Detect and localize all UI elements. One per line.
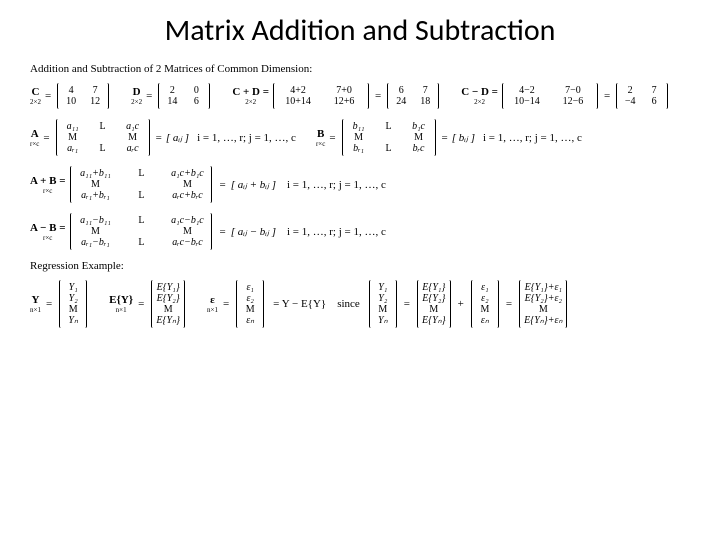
mat-Y: Y₁ Y₂ M Yₙ [59,280,87,328]
mat-AplusB: a₁₁+b₁₁La₁c+b₁c MM aᵣ₁+bᵣ₁Laᵣc+bᵣc [70,166,212,203]
mat-B: b₁₁Lb₁c MM bᵣ₁Lbᵣc [342,119,436,156]
mat-eps2: ε₁ ε₂ M εₙ [471,280,499,328]
lbl-CplusD: C + D = [232,86,269,98]
mat-CplusD: 67 2418 [387,83,439,109]
bij: [ bᵢⱼ ] [452,131,475,144]
eq-Y-minus-EY: = Y − E{Y} [273,298,326,310]
subhead-2: Regression Example: [30,260,690,272]
subhead-1: Addition and Subtraction of 2 Matrices o… [30,63,690,75]
lbl-C: C [32,86,40,98]
idx-AminusB: i = 1, …, r; j = 1, …, c [287,226,386,238]
idx-A: i = 1, …, r; j = 1, …, c [197,132,296,144]
idx-AplusB: i = 1, …, r; j = 1, …, c [287,179,386,191]
aij: [ aᵢⱼ ] [166,131,189,144]
mat-AminusB: a₁₁−b₁₁La₁c−b₁c MM aᵣ₁−bᵣ₁Laᵣc−bᵣc [70,213,212,250]
mat-EY2: E{Y₁} E{Y₂} M E{Yₙ} [417,280,451,328]
lbl-since: since [337,298,360,310]
mat-CminusD: 27 −46 [616,83,668,109]
mat-CplusD-work: 4+27+0 10+1412+6 [273,83,369,109]
AminusB-row: A − B =r×c a₁₁−b₁₁La₁c−b₁c MM aᵣ₁−bᵣ₁Laᵣ… [30,213,690,250]
aij-plus-bij: [ aᵢⱼ + bᵢⱼ ] [231,178,276,191]
regression-row: Yn×1 = Y₁ Y₂ M Yₙ E{Y}n×1 = E{Y₁} E{Y₂} … [30,280,690,328]
numeric-row: C2×2 = 47 1012 D2×2 = 20 146 C + D =2×2 … [30,83,690,109]
lbl-D: D [133,86,141,98]
mat-CminusD-work: 4−27−0 10−1412−6 [502,83,598,109]
lbl-Y: Y [32,294,40,306]
mat-EY: E{Y₁} E{Y₂} M E{Yₙ} [151,280,185,328]
mat-D: 20 146 [158,83,210,109]
mat-eps: ε₁ ε₂ M εₙ [236,280,264,328]
lbl-B: B [317,128,324,140]
generic-AB-row: Ar×c = a₁₁La₁c MM aᵣ₁Laᵣc = [ aᵢⱼ ] i = … [30,119,690,156]
aij-minus-bij: [ aᵢⱼ − bᵢⱼ ] [231,225,276,238]
mat-A: a₁₁La₁c MM aᵣ₁Laᵣc [56,119,150,156]
AplusB-row: A + B =r×c a₁₁+b₁₁La₁c+b₁c MM aᵣ₁+bᵣ₁Laᵣ… [30,166,690,203]
lbl-AplusB: A + B = [30,175,65,187]
mat-Y2: Y₁ Y₂ M Yₙ [369,280,397,328]
lbl-eps: ε [210,294,215,306]
lbl-A: A [31,128,39,140]
mat-EYpeps: E{Y₁}+ε₁ E{Y₂}+ε₂ M E{Yₙ}+εₙ [519,280,567,328]
slide-title: Matrix Addition and Subtraction [30,12,690,49]
mat-C: 47 1012 [57,83,109,109]
lbl-EY: E{Y} [109,294,133,306]
idx-B: i = 1, …, r; j = 1, …, c [483,132,582,144]
lbl-AminusB: A − B = [30,222,65,234]
lbl-CminusD: C − D = [461,86,498,98]
